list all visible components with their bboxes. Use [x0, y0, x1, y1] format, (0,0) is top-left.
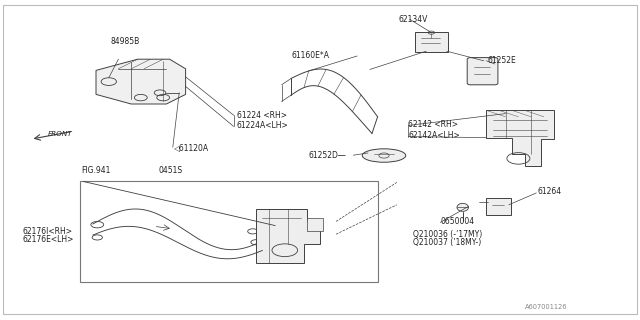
Polygon shape [256, 209, 320, 263]
Text: 0650004: 0650004 [440, 217, 474, 226]
Text: 62142A<LH>: 62142A<LH> [408, 132, 460, 140]
Text: 61264: 61264 [538, 188, 562, 196]
Text: 61224 <RH>: 61224 <RH> [237, 111, 287, 120]
Text: 61252D―: 61252D― [308, 151, 346, 160]
Text: 62134V: 62134V [398, 15, 428, 24]
Text: 0451S: 0451S [159, 166, 183, 175]
Text: 84985B: 84985B [110, 37, 140, 46]
Text: FIG.941: FIG.941 [81, 166, 111, 175]
Text: 62176I<RH>: 62176I<RH> [22, 228, 72, 236]
FancyBboxPatch shape [486, 198, 511, 215]
Text: 62142 <RH>: 62142 <RH> [408, 120, 458, 129]
Ellipse shape [457, 204, 468, 211]
Text: FRONT: FRONT [48, 132, 72, 137]
FancyBboxPatch shape [467, 58, 498, 85]
FancyBboxPatch shape [415, 32, 448, 52]
Text: ◁61120A: ◁61120A [174, 143, 209, 152]
Ellipse shape [362, 149, 406, 162]
Text: Q210037 (’18MY-): Q210037 (’18MY-) [413, 238, 481, 247]
Text: 61160E*A: 61160E*A [292, 51, 330, 60]
Bar [307, 218, 323, 231]
Bar [80, 181, 378, 282]
Text: 61224A<LH>: 61224A<LH> [237, 121, 289, 130]
Text: A607001126: A607001126 [525, 304, 567, 310]
Text: Q210036 (-’17MY): Q210036 (-’17MY) [413, 230, 482, 239]
Text: 62176E<LH>: 62176E<LH> [22, 236, 74, 244]
Polygon shape [96, 59, 186, 104]
Polygon shape [486, 110, 554, 166]
Text: 61252E: 61252E [488, 56, 516, 65]
